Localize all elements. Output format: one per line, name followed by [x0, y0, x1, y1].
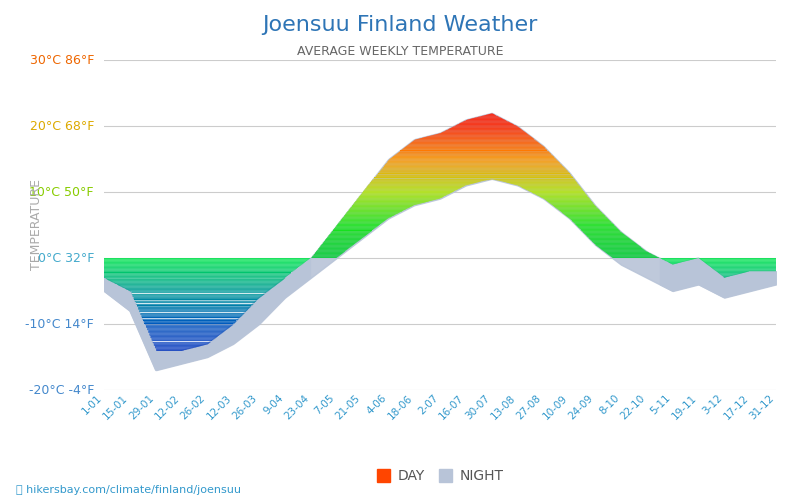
Text: 📍 hikersbay.com/climate/finland/joensuu: 📍 hikersbay.com/climate/finland/joensuu — [16, 485, 241, 495]
Text: 0°C 32°F: 0°C 32°F — [38, 252, 94, 264]
Text: -10°C 14°F: -10°C 14°F — [25, 318, 94, 330]
Text: AVERAGE WEEKLY TEMPERATURE: AVERAGE WEEKLY TEMPERATURE — [297, 45, 503, 58]
Legend: DAY, NIGHT: DAY, NIGHT — [371, 464, 509, 488]
Text: 20°C 68°F: 20°C 68°F — [30, 120, 94, 132]
Text: 30°C 86°F: 30°C 86°F — [30, 54, 94, 66]
Text: TEMPERATURE: TEMPERATURE — [30, 180, 43, 270]
Text: Joensuu Finland Weather: Joensuu Finland Weather — [262, 15, 538, 35]
Text: -20°C -4°F: -20°C -4°F — [29, 384, 94, 396]
Text: 10°C 50°F: 10°C 50°F — [30, 186, 94, 198]
